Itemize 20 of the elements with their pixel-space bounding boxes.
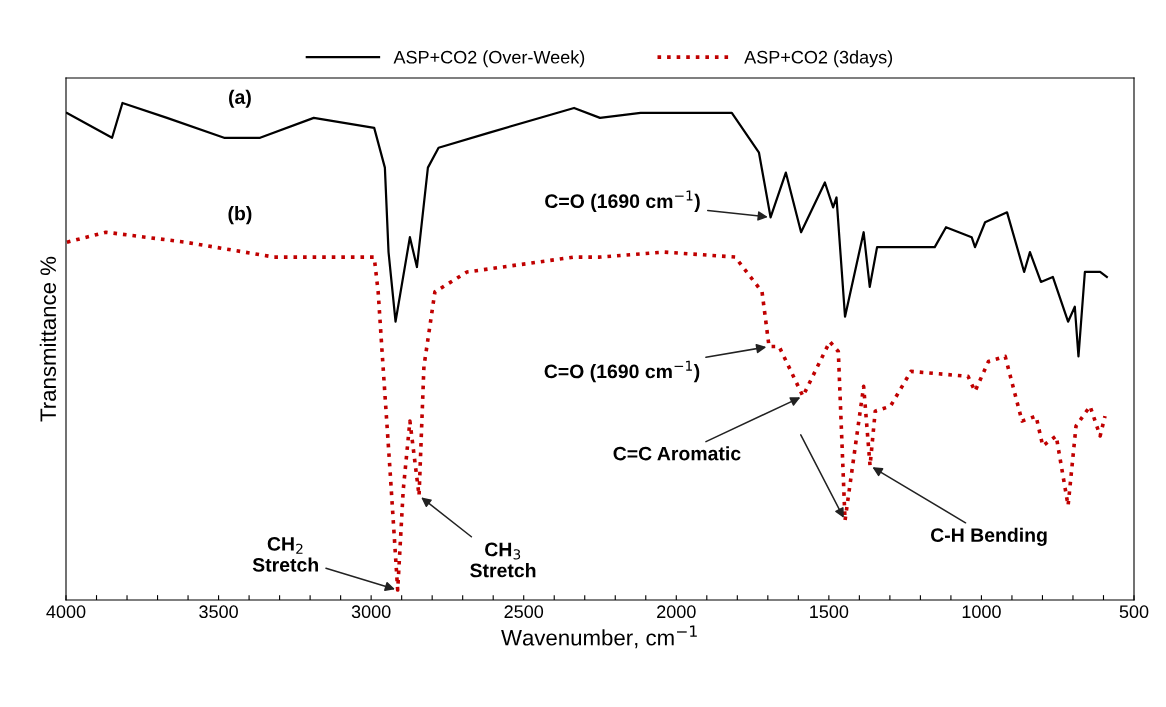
annotation: CH$_{3}$ Stretch (470, 542, 536, 578)
x-tick-label: 500 (1119, 605, 1149, 619)
annotation: (b) (228, 206, 252, 225)
legend-label: ASP+CO2 (3days) (744, 50, 893, 68)
y-axis-title: Transmittance % (39, 256, 57, 422)
annotation: CH$_{2}$ Stretch (252, 537, 318, 572)
annotation: C=O (1690 cm$^{−1}$) (544, 360, 700, 383)
x-tick-label: 3500 (199, 605, 238, 619)
annotation: (a) (229, 89, 251, 108)
legend-label: ASP+CO2 (Over-Week) (393, 50, 585, 68)
x-axis-title: Wavenumber, cm$^{−1}$ (501, 625, 697, 649)
annotation: C-H Bending (930, 527, 1047, 546)
x-tick-label: 2000 (657, 605, 696, 619)
x-tick-label: 3000 (351, 605, 391, 619)
x-tick-label: 1500 (810, 605, 849, 619)
annotation: C=C Aromatic (613, 446, 741, 461)
x-tick-label: 2500 (504, 605, 544, 619)
x-tick-label: 1000 (962, 605, 1001, 619)
x-tick-label: 4000 (46, 605, 86, 619)
annotation: C=O (1690 cm$^{−1}$) (545, 190, 700, 212)
